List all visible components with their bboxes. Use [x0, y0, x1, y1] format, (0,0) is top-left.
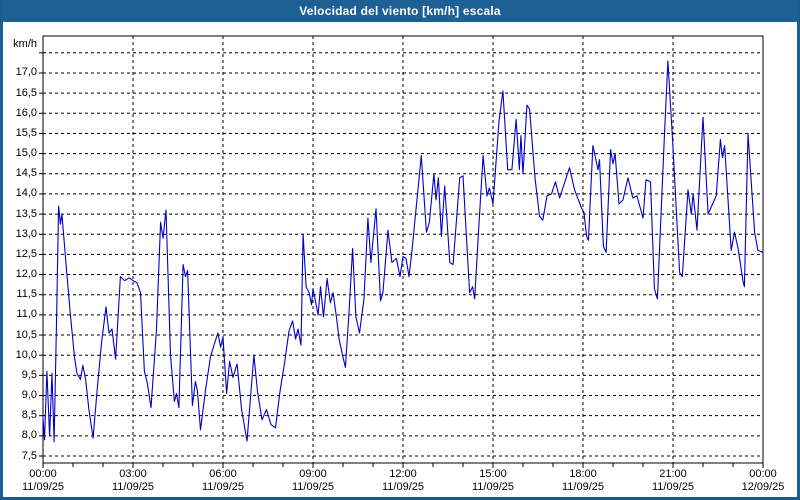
x-axis-time: 15:00	[479, 468, 507, 480]
x-axis-label: 12:00 11/09/25	[371, 468, 435, 494]
y-axis-label: 11,0	[16, 308, 37, 321]
wind-speed-line-chart	[39, 35, 764, 468]
x-axis-label: 15:00 11/09/25	[461, 468, 525, 494]
x-axis-label: 03:00 11/09/25	[101, 468, 165, 494]
y-axis-label: 8,0	[21, 429, 37, 442]
x-axis-date: 11/09/25	[561, 481, 604, 493]
y-axis-label: 17,0	[15, 66, 37, 79]
y-axis-label: 8,5	[21, 409, 37, 422]
wind-speed-series	[42, 60, 764, 443]
x-axis-label: 06:00 11/09/25	[191, 468, 255, 494]
x-axis-label: 00:00 11/09/25	[11, 468, 75, 494]
x-axis-time: 06:00	[209, 468, 237, 480]
x-axis-label: 18:00 11/09/25	[551, 468, 615, 494]
x-axis-date: 11/09/25	[291, 481, 334, 493]
x-axis-time: 00:00	[749, 468, 777, 480]
chart-title: Velocidad del viento [km/h] escala	[3, 0, 797, 22]
y-axis-label: 16,5	[15, 86, 37, 99]
x-axis-time: 18:00	[569, 468, 597, 480]
y-axis-label: 12,5	[15, 247, 37, 260]
y-axis-label: 13,5	[15, 207, 37, 220]
x-axis-time: 00:00	[29, 468, 57, 480]
x-axis-date: 12/09/25	[741, 481, 785, 493]
x-axis-time: 03:00	[119, 468, 147, 480]
x-axis-date: 11/09/25	[381, 481, 424, 493]
y-axis-unit-label: km/h	[13, 38, 37, 50]
x-axis-date: 11/09/25	[471, 481, 514, 493]
y-axis-label: 16,0	[15, 106, 37, 119]
x-axis-label: 21:00 11/09/25	[641, 468, 705, 494]
x-axis-time: 21:00	[659, 468, 687, 480]
y-axis-label: 9,5	[21, 368, 37, 381]
x-axis-date: 11/09/25	[21, 481, 64, 493]
plot-frame	[42, 35, 764, 464]
x-axis-date: 11/09/25	[201, 481, 244, 493]
y-axis-label: 15,0	[15, 147, 37, 160]
y-axis-label: 13,0	[15, 227, 37, 240]
x-axis-date: 11/09/25	[651, 481, 694, 493]
y-axis-label: 12,0	[15, 268, 37, 281]
x-axis-label: 00:00 12/09/25	[731, 468, 795, 494]
x-axis-date: 11/09/25	[111, 481, 154, 493]
y-axis-label: 9,0	[21, 389, 37, 402]
x-axis-label: 09:00 11/09/25	[281, 468, 345, 494]
y-axis-label: 10,5	[15, 328, 37, 341]
y-axis-label: 10,0	[15, 348, 37, 361]
y-axis-label: 15,5	[15, 126, 37, 139]
x-axis-time: 09:00	[299, 468, 327, 480]
y-axis-label: 14,0	[15, 187, 37, 200]
y-axis-label: 7,5	[21, 449, 37, 462]
x-axis-time: 12:00	[389, 468, 417, 480]
y-axis-label: 14,5	[15, 167, 37, 180]
y-axis-label: 11,5	[16, 288, 37, 301]
